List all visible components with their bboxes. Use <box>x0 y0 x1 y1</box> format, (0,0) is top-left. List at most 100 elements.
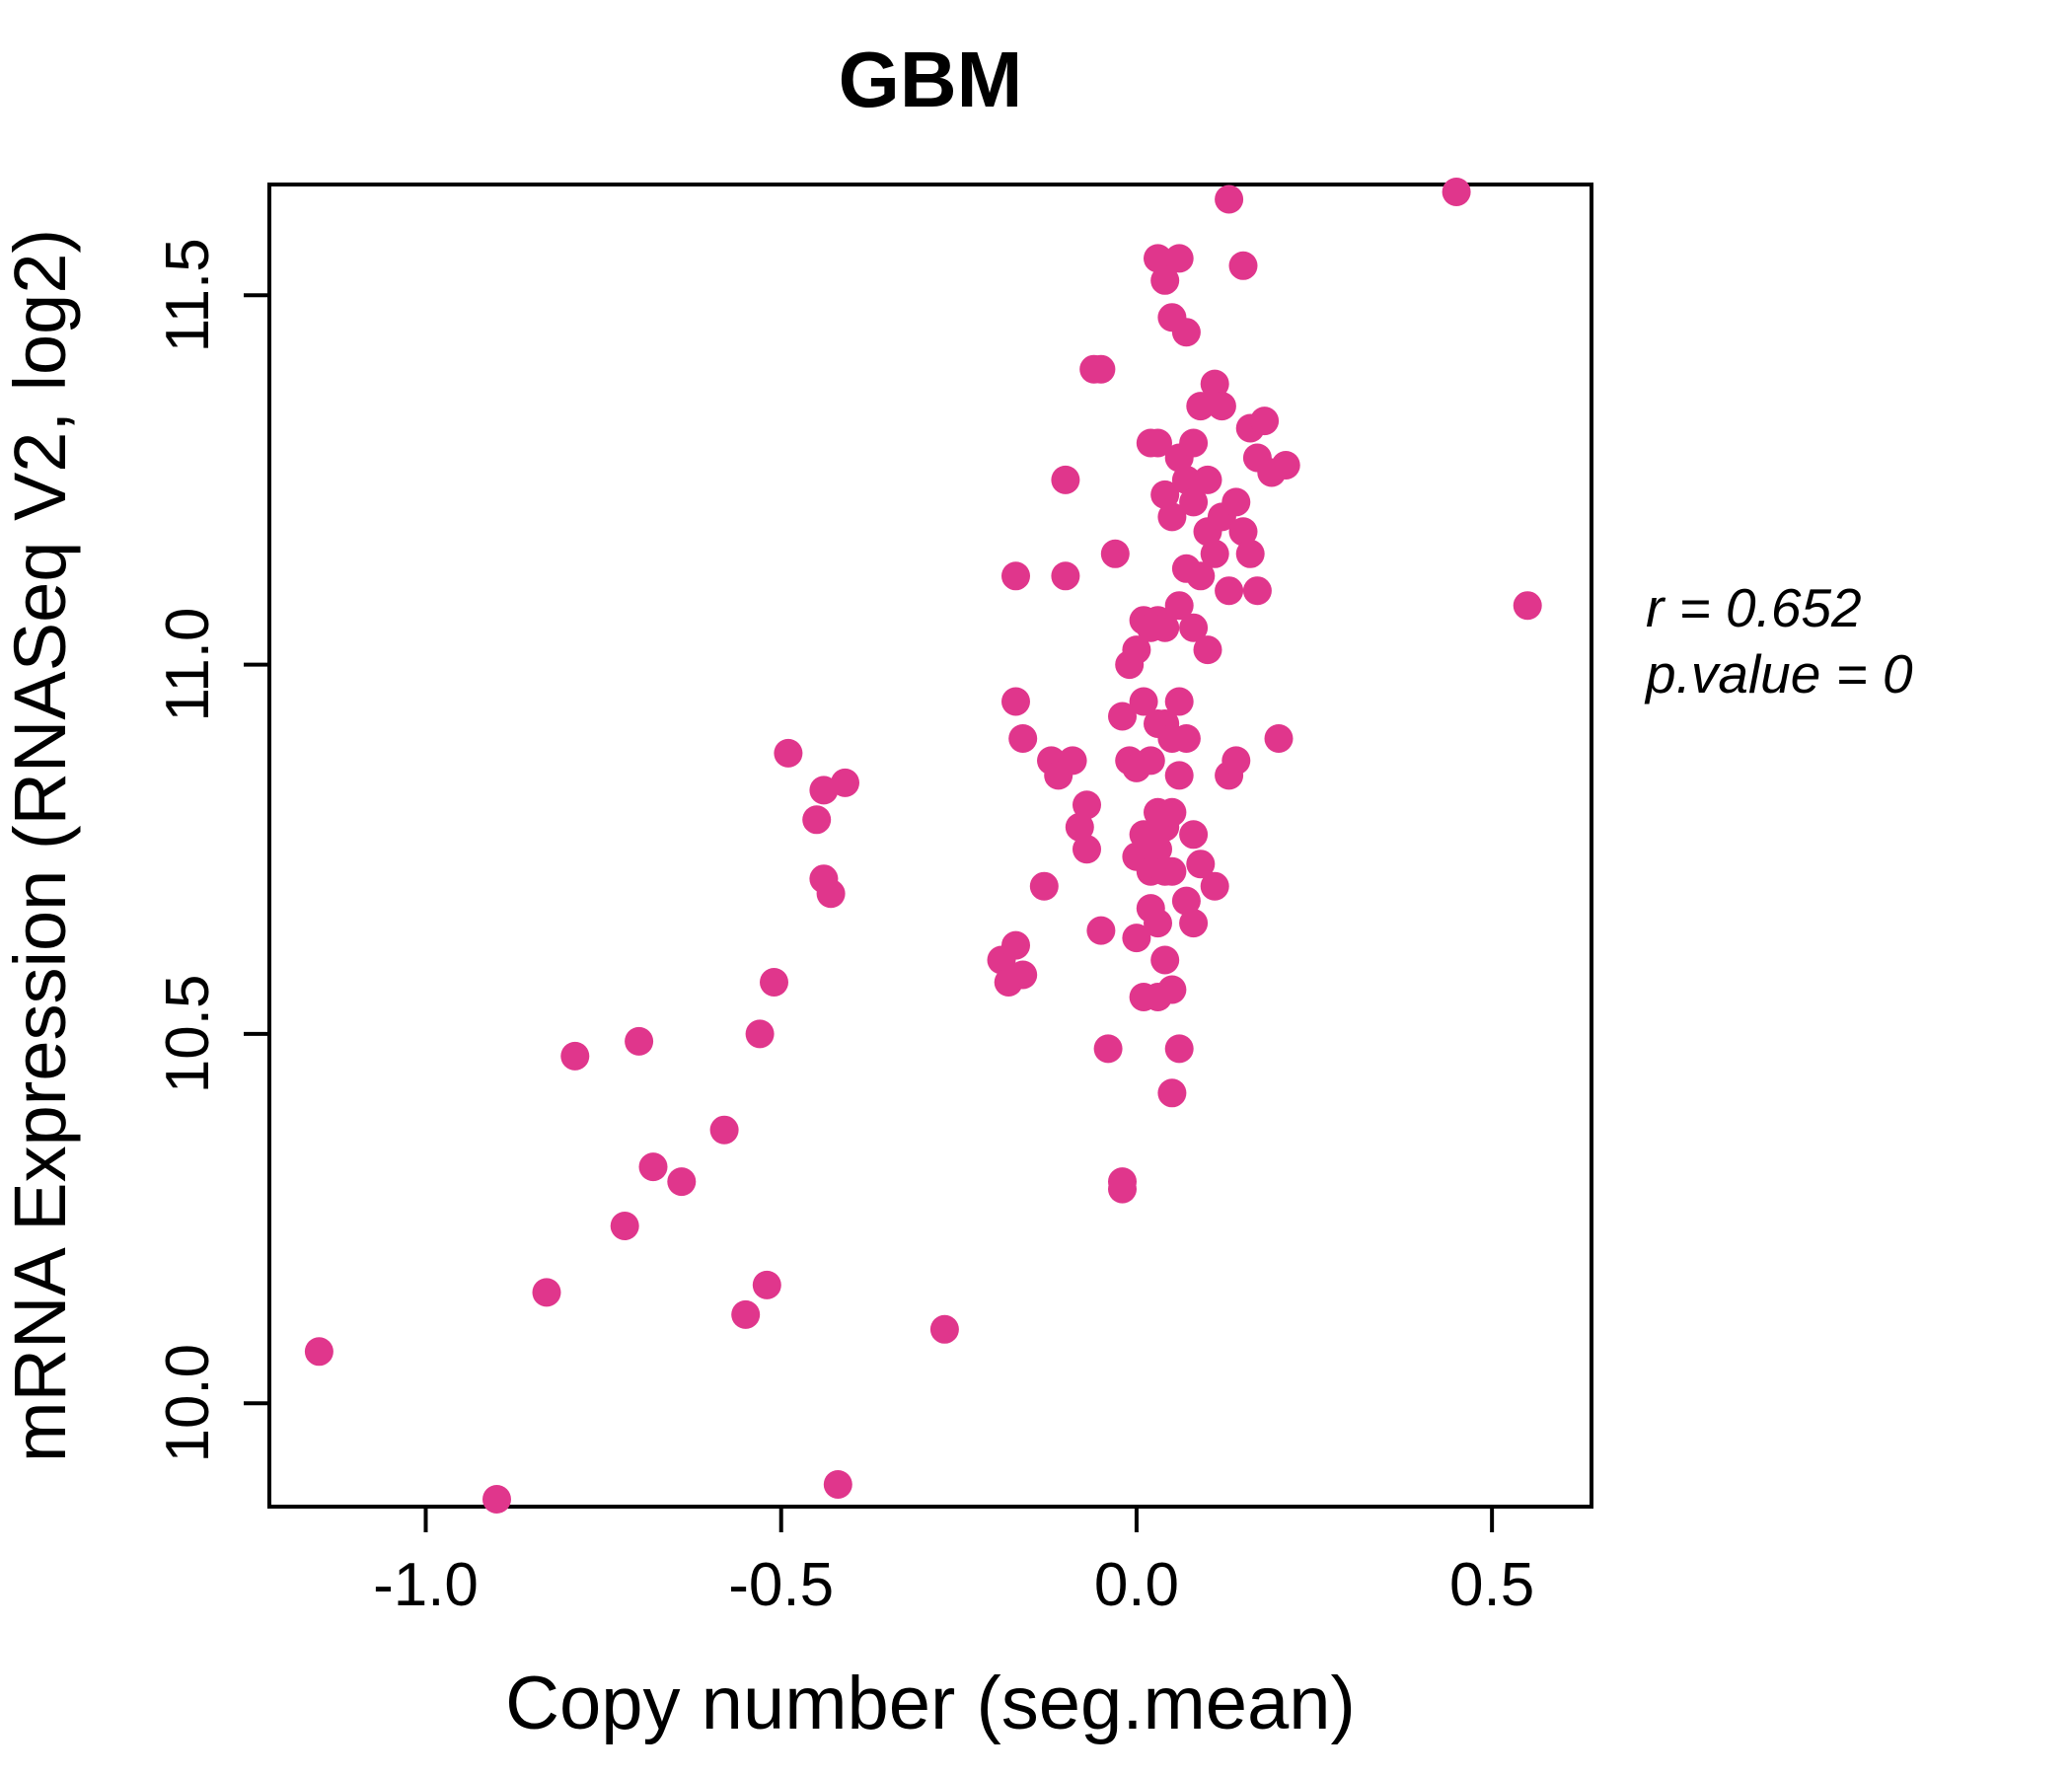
data-point <box>831 768 859 797</box>
data-point <box>1186 392 1216 421</box>
data-point <box>1073 790 1101 820</box>
data-point <box>760 968 788 997</box>
data-point <box>1179 909 1209 938</box>
data-point <box>929 1314 959 1344</box>
data-point <box>638 1152 668 1182</box>
data-point <box>1221 487 1251 517</box>
data-point <box>1150 945 1180 975</box>
x-axis-label: Copy number (seg.mean) <box>505 1662 1356 1745</box>
x-tick-label: -1.0 <box>373 1551 479 1619</box>
data-point <box>1008 960 1038 990</box>
data-point <box>1144 835 1172 864</box>
data-point <box>1228 251 1258 280</box>
data-point <box>1150 480 1180 509</box>
data-point <box>304 1337 333 1367</box>
data-point <box>1129 687 1158 716</box>
x-tick-label: -0.5 <box>728 1551 834 1619</box>
data-point <box>1221 746 1251 776</box>
data-point <box>482 1485 511 1514</box>
data-point <box>1058 746 1087 776</box>
data-point <box>1179 428 1209 458</box>
data-point <box>1179 820 1209 850</box>
data-point <box>1215 576 1244 606</box>
x-tick-label: 0.0 <box>1094 1551 1179 1619</box>
r-value-annotation: r = 0.652 <box>1646 577 1862 638</box>
data-point <box>745 1019 775 1049</box>
y-axis-label: mRNA Expression (RNASeq V2, log2) <box>0 229 81 1462</box>
data-point <box>774 738 803 768</box>
data-point <box>1144 428 1172 458</box>
data-point <box>816 879 846 909</box>
data-point <box>802 805 832 835</box>
data-point <box>1164 687 1194 716</box>
chart-title: GBM <box>839 36 1023 123</box>
data-point <box>1164 244 1194 273</box>
data-point <box>1242 576 1272 606</box>
data-point <box>731 1299 761 1329</box>
data-point <box>532 1278 561 1307</box>
plot-border <box>267 183 1593 1509</box>
data-point <box>1150 613 1180 642</box>
data-point <box>1144 909 1172 938</box>
data-point <box>1144 244 1172 273</box>
data-point <box>1001 930 1030 960</box>
y-tick-label: 11.0 <box>154 608 222 722</box>
data-point <box>625 1026 654 1056</box>
data-point <box>560 1041 590 1071</box>
data-point <box>667 1167 697 1197</box>
p-value-annotation: p.value = 0 <box>1644 643 1913 704</box>
data-point <box>1171 318 1201 347</box>
data-point <box>1235 539 1265 568</box>
data-point <box>1179 487 1209 517</box>
data-point <box>1051 561 1080 591</box>
data-point <box>1171 465 1201 494</box>
data-point <box>1029 871 1059 901</box>
data-point <box>1193 635 1222 665</box>
data-point <box>1513 591 1542 621</box>
data-point <box>1200 369 1229 399</box>
data-point <box>1186 561 1216 591</box>
data-point <box>752 1270 781 1299</box>
data-point <box>1108 1174 1137 1204</box>
data-point <box>1171 886 1201 916</box>
data-point <box>1193 465 1222 494</box>
data-point <box>1008 724 1038 753</box>
data-point <box>1250 407 1280 436</box>
data-point <box>1122 635 1151 665</box>
data-point <box>1228 517 1258 547</box>
data-point <box>1271 451 1300 480</box>
data-point <box>1001 687 1030 716</box>
data-point <box>1122 924 1151 953</box>
data-point <box>1108 702 1137 731</box>
y-tick-label: 10.5 <box>154 975 222 1094</box>
data-point <box>1157 1078 1187 1108</box>
data-point <box>823 1470 852 1499</box>
data-point <box>1157 856 1187 886</box>
data-point <box>1065 812 1094 842</box>
data-point <box>1073 835 1101 864</box>
data-point <box>1157 975 1187 1004</box>
y-tick-label: 10.0 <box>154 1344 222 1463</box>
data-point <box>1086 354 1116 384</box>
data-point <box>1093 1034 1123 1064</box>
data-point <box>1186 850 1216 879</box>
data-point <box>1200 539 1229 568</box>
data-point <box>1264 724 1294 753</box>
data-point <box>1157 502 1187 532</box>
data-point <box>1164 761 1194 790</box>
data-point <box>709 1115 739 1145</box>
data-point <box>1150 265 1180 295</box>
data-point <box>1200 871 1229 901</box>
data-point <box>1051 465 1080 494</box>
x-tick-label: 0.5 <box>1449 1551 1534 1619</box>
data-point <box>1442 178 1471 206</box>
data-point <box>610 1212 639 1240</box>
data-point <box>1207 392 1236 421</box>
data-point <box>1179 613 1209 642</box>
data-point <box>1100 539 1130 568</box>
data-point <box>1086 916 1116 945</box>
data-point <box>1164 1034 1194 1064</box>
data-point <box>1164 591 1194 621</box>
